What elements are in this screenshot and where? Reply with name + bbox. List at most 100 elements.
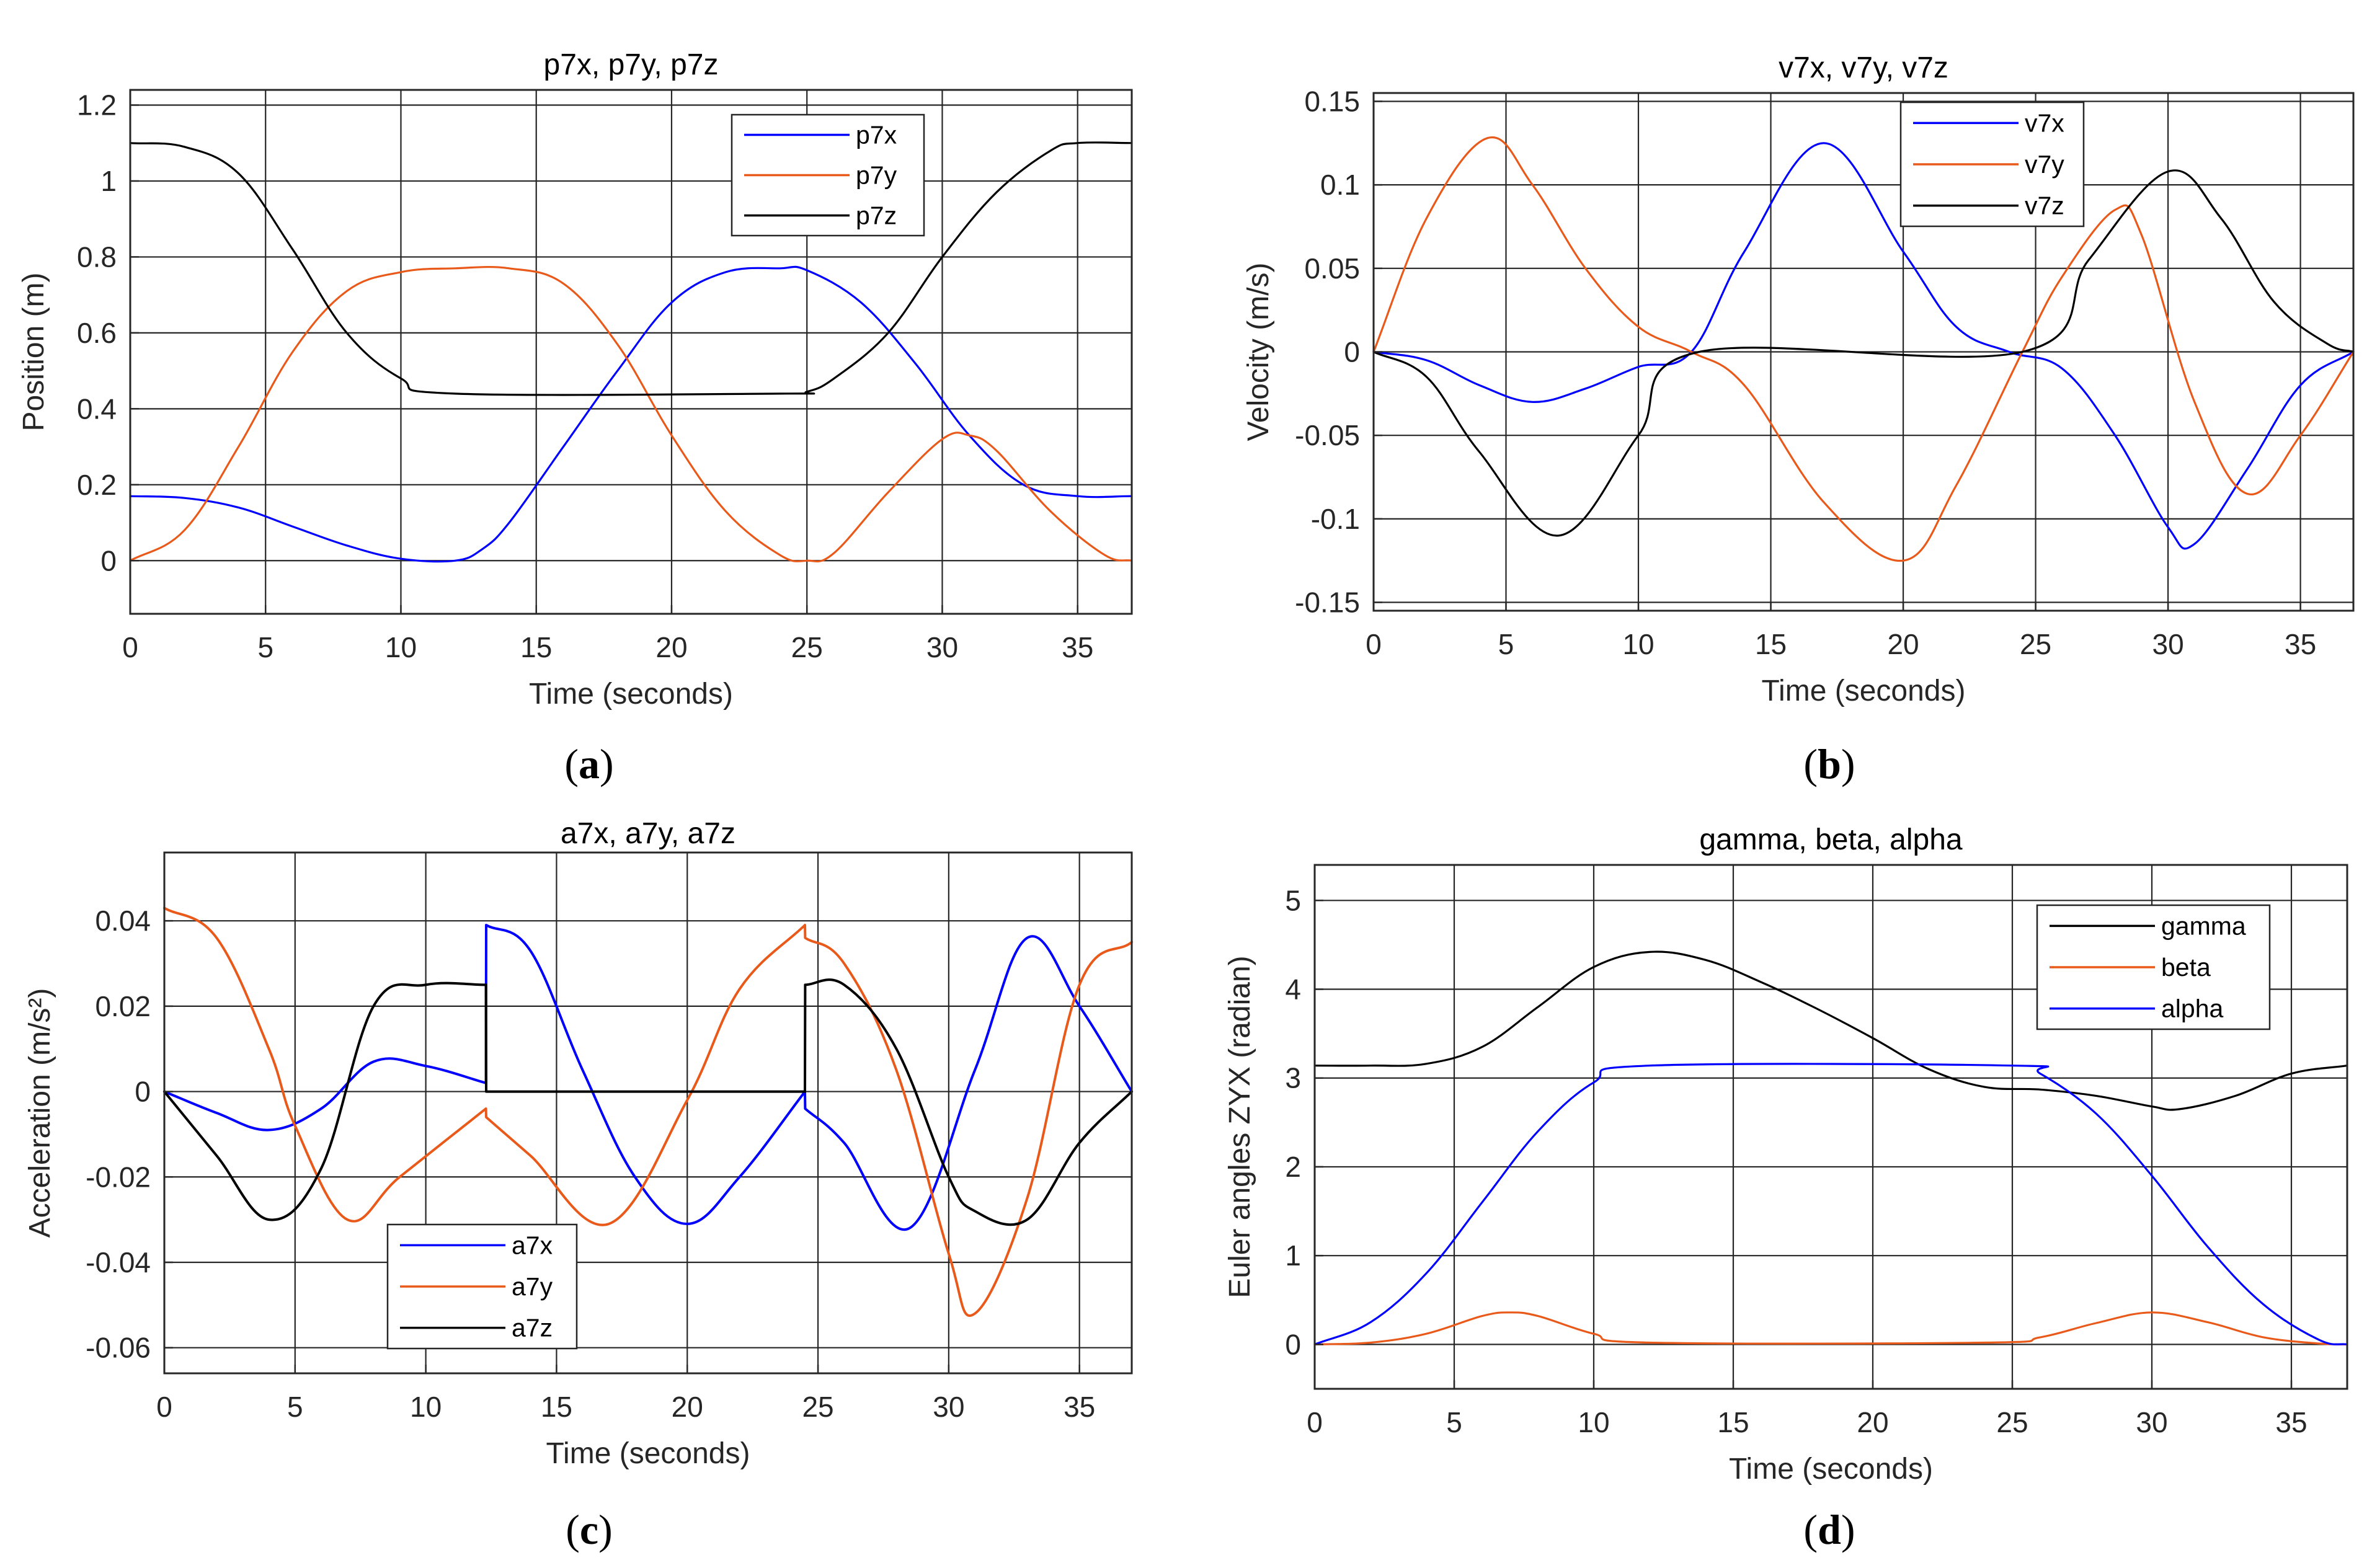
x-axis-label: Time (seconds) xyxy=(546,1437,750,1470)
y-tick-label: -0.04 xyxy=(86,1246,151,1278)
y-tick-label: 1 xyxy=(1285,1239,1301,1272)
series-line-v7x xyxy=(1372,142,2355,550)
y-tick-label: 0.02 xyxy=(95,990,151,1022)
caption-open-paren: ( xyxy=(566,1506,580,1553)
caption-letter: a xyxy=(579,740,600,787)
caption-close-paren: ) xyxy=(600,740,614,787)
y-tick-label: 1.2 xyxy=(77,89,117,121)
x-tick-label: 15 xyxy=(541,1391,572,1423)
legend-label-p7x: p7x xyxy=(856,121,897,149)
series-line-a7y xyxy=(163,906,1133,1317)
x-tick-label: 20 xyxy=(1857,1406,1888,1438)
x-tick-label: 5 xyxy=(287,1391,303,1423)
legend-label-v7x: v7x xyxy=(2025,109,2064,137)
x-tick-label: 20 xyxy=(1887,628,1919,660)
x-tick-label: 5 xyxy=(257,631,273,663)
y-tick-label: 0 xyxy=(100,544,117,577)
x-tick-label: 20 xyxy=(655,631,687,663)
series-line-p7y xyxy=(129,265,1133,562)
x-tick-label: 35 xyxy=(1062,631,1093,663)
x-tick-label: 30 xyxy=(2152,628,2183,660)
series-line-a7x xyxy=(163,924,1133,1231)
series-line-v7y xyxy=(1372,136,2355,562)
y-tick-label: 0 xyxy=(1285,1328,1301,1360)
y-tick-label: 0.6 xyxy=(77,317,117,349)
series-line-beta xyxy=(1313,1311,2348,1345)
x-tick-label: 5 xyxy=(1498,628,1514,660)
legend-label-beta: beta xyxy=(2161,953,2211,981)
legend: gamma beta alpha xyxy=(2036,904,2271,1030)
legend: p7x p7y p7z xyxy=(731,113,925,237)
caption-letter: b xyxy=(1818,740,1841,787)
subfigure-caption: (a) xyxy=(564,740,613,787)
series-line-p7z xyxy=(129,141,1133,396)
axes-box xyxy=(1313,864,2348,1390)
y-tick-label: 0.04 xyxy=(95,905,151,937)
y-tick-label: 0.8 xyxy=(77,241,117,273)
y-tick-label: -0.1 xyxy=(1311,503,1360,535)
x-tick-label: 10 xyxy=(1578,1406,1609,1438)
series-line-alpha xyxy=(1313,1063,2348,1345)
legend-label-v7z: v7z xyxy=(2025,192,2064,220)
legend-label-a7z: a7z xyxy=(512,1314,553,1342)
chart-title: gamma, beta, alpha xyxy=(1699,823,1963,856)
x-tick-label: 15 xyxy=(1717,1406,1749,1438)
caption-close-paren: ) xyxy=(1841,740,1855,787)
y-tick-label: 0.1 xyxy=(1320,169,1360,201)
chart-title: v7x, v7y, v7z xyxy=(1779,51,1948,84)
y-tick-label: 0.2 xyxy=(77,469,117,501)
y-tick-label: 0 xyxy=(135,1076,151,1108)
plot-area xyxy=(164,853,1132,1373)
x-tick-label: 35 xyxy=(2285,628,2316,660)
legend-label-v7y: v7y xyxy=(2025,150,2064,179)
x-tick-label: 15 xyxy=(1755,628,1787,660)
y-tick-label: 3 xyxy=(1285,1062,1301,1094)
y-tick-label: -0.15 xyxy=(1295,587,1360,619)
y-axis-label: Velocity (m/s) xyxy=(1242,262,1275,441)
x-axis-label: Time (seconds) xyxy=(1762,675,1966,707)
caption-close-paren: ) xyxy=(1841,1506,1855,1553)
x-tick-label: 30 xyxy=(926,631,958,663)
caption-open-paren: ( xyxy=(1803,1506,1818,1553)
x-axis-label: Time (seconds) xyxy=(529,678,733,711)
y-tick-label: -0.02 xyxy=(86,1161,151,1193)
y-tick-label: 1 xyxy=(100,165,117,197)
subfigure-caption: (d) xyxy=(1803,1506,1855,1553)
x-tick-label: 0 xyxy=(156,1391,172,1423)
caption-open-paren: ( xyxy=(1803,740,1818,787)
x-tick-label: 20 xyxy=(672,1391,703,1423)
legend-label-gamma: gamma xyxy=(2161,911,2246,940)
legend-label-a7y: a7y xyxy=(512,1272,553,1301)
x-tick-label: 25 xyxy=(791,631,823,663)
caption-open-paren: ( xyxy=(564,740,579,787)
legend-label-alpha: alpha xyxy=(2161,994,2224,1023)
legend: a7x a7y a7z xyxy=(386,1223,578,1350)
legend: v7x v7y v7z xyxy=(1899,101,2085,228)
x-tick-label: 0 xyxy=(1366,628,1382,660)
x-tick-label: 10 xyxy=(1622,628,1654,660)
chart-panel-c: 0 5 10 15 20 25 30 35 -0.06 -0.04 -0.02 0 0.02 0.04 a7… xyxy=(24,817,1133,1553)
x-tick-label: 10 xyxy=(385,631,417,663)
chart-panel-a: 0 5 10 15 20 25 30 35 0 0.2 0.4 0.6 0.8 1 1.2 p7x, p7y,… xyxy=(17,48,1133,787)
chart-panel-b: 0 5 10 15 20 25 30 35 -0.15 -0.1 -0.05 0 0.05 0.1 0.15… xyxy=(1242,51,2355,787)
y-tick-label: 0.4 xyxy=(77,392,117,425)
legend-label-p7z: p7z xyxy=(856,202,897,230)
subfigure-caption: (b) xyxy=(1803,740,1855,787)
chart-panel-d: 0 5 10 15 20 25 30 35 0 1 2 3 4 5 gamma, beta, alpha Ti… xyxy=(1224,823,2348,1553)
x-tick-label: 5 xyxy=(1446,1406,1462,1438)
x-tick-label: 15 xyxy=(520,631,552,663)
x-tick-label: 25 xyxy=(1996,1406,2028,1438)
y-tick-label: 5 xyxy=(1285,884,1301,916)
y-tick-label: 0.15 xyxy=(1304,85,1360,117)
axes-box xyxy=(163,851,1133,1375)
y-tick-label: 0.05 xyxy=(1304,252,1360,285)
x-tick-label: 30 xyxy=(933,1391,964,1423)
x-tick-label: 25 xyxy=(2020,628,2051,660)
chart-title: p7x, p7y, p7z xyxy=(544,48,719,81)
y-tick-label: -0.06 xyxy=(86,1332,151,1364)
series-line-v7z xyxy=(1372,169,2355,537)
subfigure-caption: (c) xyxy=(566,1506,613,1553)
y-tick-label: 0 xyxy=(1344,336,1360,368)
series-line-gamma xyxy=(1313,950,2348,1111)
caption-letter: d xyxy=(1818,1506,1841,1553)
